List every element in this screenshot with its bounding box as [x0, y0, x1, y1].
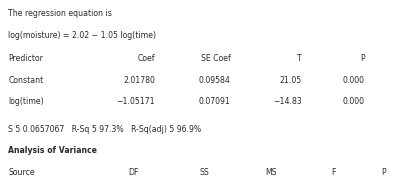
Text: MS: MS	[265, 168, 277, 177]
Text: Predictor: Predictor	[8, 54, 43, 63]
Text: Constant: Constant	[8, 76, 44, 85]
Text: T: T	[297, 54, 302, 63]
Text: SE Coef: SE Coef	[201, 54, 230, 63]
Text: 2.01780: 2.01780	[123, 76, 155, 85]
Text: log(moisture) = 2.02 − 1.05 log(time): log(moisture) = 2.02 − 1.05 log(time)	[8, 31, 156, 40]
Text: DF: DF	[128, 168, 138, 177]
Text: Coef: Coef	[137, 54, 155, 63]
Text: F: F	[331, 168, 335, 177]
Text: SS: SS	[200, 168, 210, 177]
Text: 0.000: 0.000	[342, 97, 365, 106]
Text: P: P	[381, 168, 385, 177]
Text: 0.000: 0.000	[342, 76, 365, 85]
Text: −14.83: −14.83	[273, 97, 302, 106]
Text: P: P	[360, 54, 365, 63]
Text: 21.05: 21.05	[279, 76, 302, 85]
Text: S 5 0.0657067   R-Sq 5 97.3%   R-Sq(adj) 5 96.9%: S 5 0.0657067 R-Sq 5 97.3% R-Sq(adj) 5 9…	[8, 125, 202, 134]
Text: log(time): log(time)	[8, 97, 44, 106]
Text: −1.05171: −1.05171	[116, 97, 155, 106]
Text: Source: Source	[8, 168, 35, 177]
Text: 0.09584: 0.09584	[199, 76, 230, 85]
Text: Analysis of Variance: Analysis of Variance	[8, 146, 97, 155]
Text: 0.07091: 0.07091	[199, 97, 230, 106]
Text: The regression equation is: The regression equation is	[8, 9, 112, 18]
